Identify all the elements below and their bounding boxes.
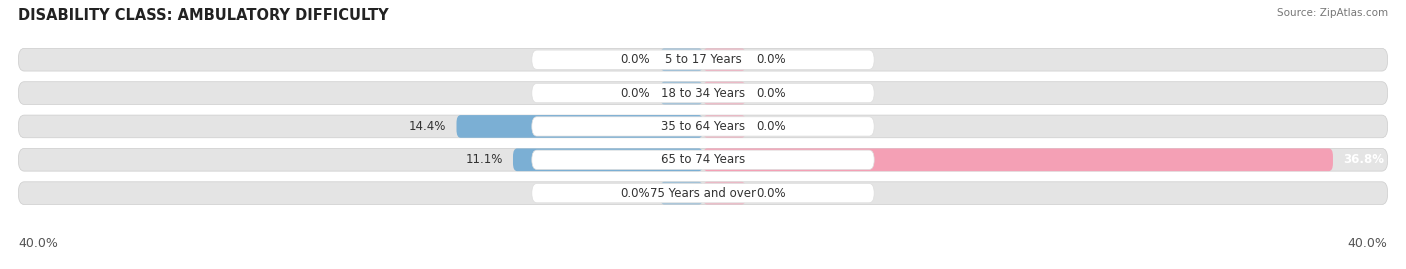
FancyBboxPatch shape (18, 182, 1388, 204)
FancyBboxPatch shape (703, 48, 745, 71)
FancyBboxPatch shape (661, 48, 703, 71)
FancyBboxPatch shape (703, 182, 745, 204)
FancyBboxPatch shape (531, 117, 875, 136)
Text: 5 to 17 Years: 5 to 17 Years (665, 53, 741, 66)
Text: 0.0%: 0.0% (756, 187, 786, 200)
Text: 40.0%: 40.0% (1348, 237, 1388, 250)
Text: 40.0%: 40.0% (18, 237, 58, 250)
Text: DISABILITY CLASS: AMBULATORY DIFFICULTY: DISABILITY CLASS: AMBULATORY DIFFICULTY (18, 8, 389, 23)
FancyBboxPatch shape (703, 148, 1333, 171)
Text: 65 to 74 Years: 65 to 74 Years (661, 153, 745, 166)
Text: 0.0%: 0.0% (756, 53, 786, 66)
Text: 0.0%: 0.0% (756, 120, 786, 133)
FancyBboxPatch shape (531, 83, 875, 103)
Text: 0.0%: 0.0% (756, 87, 786, 100)
FancyBboxPatch shape (18, 115, 1388, 138)
FancyBboxPatch shape (661, 182, 703, 204)
FancyBboxPatch shape (661, 82, 703, 104)
FancyBboxPatch shape (703, 82, 745, 104)
Text: 14.4%: 14.4% (409, 120, 446, 133)
FancyBboxPatch shape (531, 50, 875, 69)
Text: 0.0%: 0.0% (620, 53, 650, 66)
FancyBboxPatch shape (457, 115, 703, 138)
FancyBboxPatch shape (531, 150, 875, 169)
Text: 11.1%: 11.1% (465, 153, 503, 166)
FancyBboxPatch shape (513, 148, 703, 171)
FancyBboxPatch shape (18, 148, 1388, 171)
Text: 36.8%: 36.8% (1343, 153, 1385, 166)
Text: 35 to 64 Years: 35 to 64 Years (661, 120, 745, 133)
FancyBboxPatch shape (703, 115, 745, 138)
Text: Source: ZipAtlas.com: Source: ZipAtlas.com (1277, 8, 1388, 18)
FancyBboxPatch shape (18, 48, 1388, 71)
Text: 0.0%: 0.0% (620, 87, 650, 100)
Text: 18 to 34 Years: 18 to 34 Years (661, 87, 745, 100)
FancyBboxPatch shape (18, 82, 1388, 104)
FancyBboxPatch shape (531, 183, 875, 203)
Text: 0.0%: 0.0% (620, 187, 650, 200)
Text: 75 Years and over: 75 Years and over (650, 187, 756, 200)
